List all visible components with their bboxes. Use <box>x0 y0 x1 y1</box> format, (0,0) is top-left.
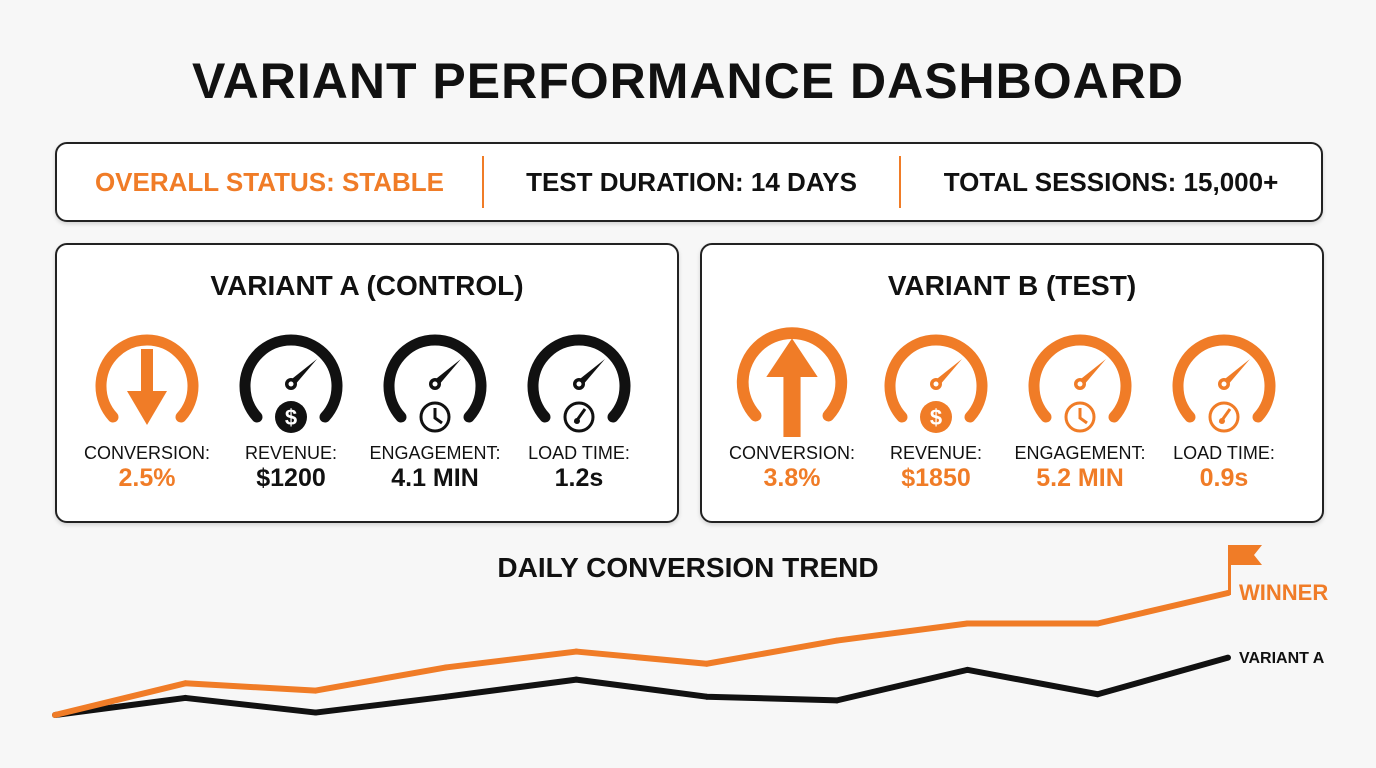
speedometer-gauge-icon <box>1154 311 1294 437</box>
arrow-down-gauge-icon <box>77 311 217 437</box>
metric-load-time: LOAD TIME: 1.2s <box>509 311 649 493</box>
metric-label: LOAD TIME: <box>1173 443 1275 463</box>
metric-value: 1.2s <box>554 464 604 492</box>
data-point <box>52 712 58 718</box>
data-point <box>1094 691 1101 698</box>
metric-value: 3.8% <box>763 464 821 492</box>
data-point <box>964 666 971 673</box>
data-point <box>443 664 449 671</box>
variant-b-title: VARIANT B (TEST) <box>887 270 1137 301</box>
metric-conversion: CONVERSION: 3.8% <box>722 311 862 493</box>
divider <box>482 156 484 208</box>
dollar-gauge-icon: $ <box>221 311 361 437</box>
metric-label: ENGAGEMENT: <box>369 443 501 463</box>
metric-label: REVENUE: <box>889 443 983 463</box>
data-point <box>312 687 319 694</box>
metric-label: ENGAGEMENT: <box>1014 443 1146 463</box>
total-sessions: TOTAL SESSIONS: 15,000+ <box>943 166 1279 197</box>
metric-value: $1200 <box>256 464 326 492</box>
data-point <box>834 637 840 644</box>
metric-label: CONVERSION: <box>83 443 211 463</box>
svg-text:$: $ <box>930 405 942 430</box>
data-point <box>834 697 840 704</box>
series-line-winner <box>54 590 1229 718</box>
chart-title: DAILY CONVERSION TREND <box>497 552 879 583</box>
data-point <box>1094 620 1101 627</box>
metric-value: 4.1 MIN <box>391 464 479 492</box>
svg-text:$: $ <box>285 405 297 430</box>
metric-revenue: $ REVENUE: $1850 <box>866 311 1006 493</box>
metric-revenue: $ REVENUE: $1200 <box>221 311 361 493</box>
flag-icon <box>1228 545 1262 595</box>
data-point <box>312 709 319 716</box>
variant-a-panel: VARIANT A (CONTROL) CONVERSION: 2.5% $ REVE… <box>55 243 679 523</box>
metric-label: LOAD TIME: <box>528 443 630 463</box>
trend-chart <box>52 545 1262 718</box>
metric-value: 2.5% <box>118 464 176 492</box>
metric-label: REVENUE: <box>244 443 338 463</box>
variant-a-title: VARIANT A (CONTROL) <box>210 270 524 301</box>
metric-value: 0.9s <box>1199 464 1249 492</box>
data-point <box>182 680 189 687</box>
data-point <box>1225 654 1231 661</box>
arrow-up-gauge-icon <box>722 311 862 437</box>
metric-load-time: LOAD TIME: 0.9s <box>1154 311 1294 493</box>
metric-engagement: ENGAGEMENT: 5.2 MIN <box>1010 311 1150 493</box>
dollar-gauge-icon: $ <box>866 311 1006 437</box>
metric-value: 5.2 MIN <box>1036 464 1124 492</box>
series-line-variant-a <box>54 654 1229 718</box>
data-point <box>573 648 580 655</box>
status-bar: OVERALL STATUS: STABLE TEST DURATION: 14… <box>55 142 1323 222</box>
overall-status: OVERALL STATUS: STABLE <box>94 166 445 197</box>
data-point <box>182 694 189 701</box>
clock-gauge-icon <box>365 311 505 437</box>
legend-winner: WINNER <box>1239 580 1329 605</box>
data-point <box>443 693 449 700</box>
clock-gauge-icon <box>1010 311 1150 437</box>
metric-value: $1850 <box>901 464 971 492</box>
metric-engagement: ENGAGEMENT: 4.1 MIN <box>365 311 505 493</box>
data-point <box>703 693 710 700</box>
page-title: VARIANT PERFORMANCE DASHBOARD <box>192 53 1184 109</box>
speedometer-gauge-icon <box>509 311 649 437</box>
test-duration: TEST DURATION: 14 DAYS <box>526 166 857 197</box>
data-point <box>573 676 580 683</box>
variant-b-panel: VARIANT B (TEST) CONVERSION: 3.8% $ REVENUE… <box>700 243 1324 523</box>
data-point <box>964 620 971 627</box>
metric-conversion: CONVERSION: 2.5% <box>77 311 217 493</box>
metric-label: CONVERSION: <box>728 443 856 463</box>
data-point <box>703 660 710 667</box>
legend-variant-a: VARIANT A <box>1239 650 1325 667</box>
divider <box>899 156 901 208</box>
